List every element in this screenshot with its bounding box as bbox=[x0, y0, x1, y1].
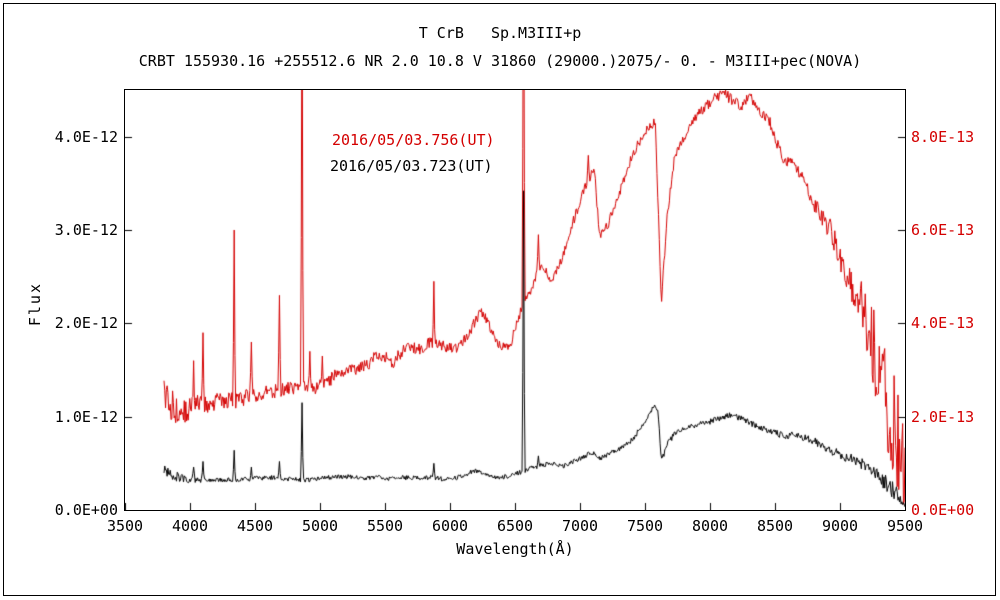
spectrum-canvas bbox=[125, 90, 905, 510]
y-left-tick-label: 0.0E+00 bbox=[54, 501, 118, 519]
x-tick-label: 7000 bbox=[561, 517, 599, 535]
chart-title: T CrB Sp.M3III+p bbox=[418, 24, 582, 42]
legend-black-label: 2016/05/03.723(UT) bbox=[330, 157, 493, 175]
chart-subtitle: CRBT 155930.16 +255512.6 NR 2.0 10.8 V 3… bbox=[138, 52, 862, 70]
legend-red-label: 2016/05/03.756(UT) bbox=[332, 131, 495, 149]
x-tick-label: 7500 bbox=[626, 517, 664, 535]
x-tick-label: 5500 bbox=[366, 517, 404, 535]
y-left-tick-label: 4.0E-12 bbox=[54, 127, 118, 146]
y-right-tick-label: 2.0E-13 bbox=[911, 407, 975, 426]
y-right-tick-label: 8.0E-13 bbox=[911, 127, 975, 146]
y-right-tick-label: 6.0E-13 bbox=[911, 221, 975, 239]
y-left-tick-label: 1.0E-12 bbox=[54, 407, 118, 426]
y-left-tick-label: 3.0E-12 bbox=[54, 221, 118, 239]
x-tick-label: 4500 bbox=[236, 517, 274, 535]
plot-area bbox=[124, 89, 906, 511]
y-right-tick-label: 0.0E+00 bbox=[911, 501, 975, 519]
x-tick-label: 6000 bbox=[431, 517, 469, 535]
y-left-tick-label: 2.0E-12 bbox=[54, 314, 118, 333]
x-tick-label: 5000 bbox=[301, 517, 339, 535]
x-tick-label: 3500 bbox=[106, 517, 144, 535]
x-tick-label: 6500 bbox=[496, 517, 534, 535]
x-tick-label: 9000 bbox=[821, 517, 859, 535]
x-tick-label: 8500 bbox=[756, 517, 794, 535]
x-tick-label: 9500 bbox=[886, 517, 924, 535]
y-right-tick-label: 4.0E-13 bbox=[911, 314, 975, 333]
x-tick-label: 4000 bbox=[171, 517, 209, 535]
x-tick-label: 8000 bbox=[691, 517, 729, 535]
x-axis-title: Wavelength(Å) bbox=[456, 540, 574, 558]
page-border bbox=[3, 3, 996, 596]
